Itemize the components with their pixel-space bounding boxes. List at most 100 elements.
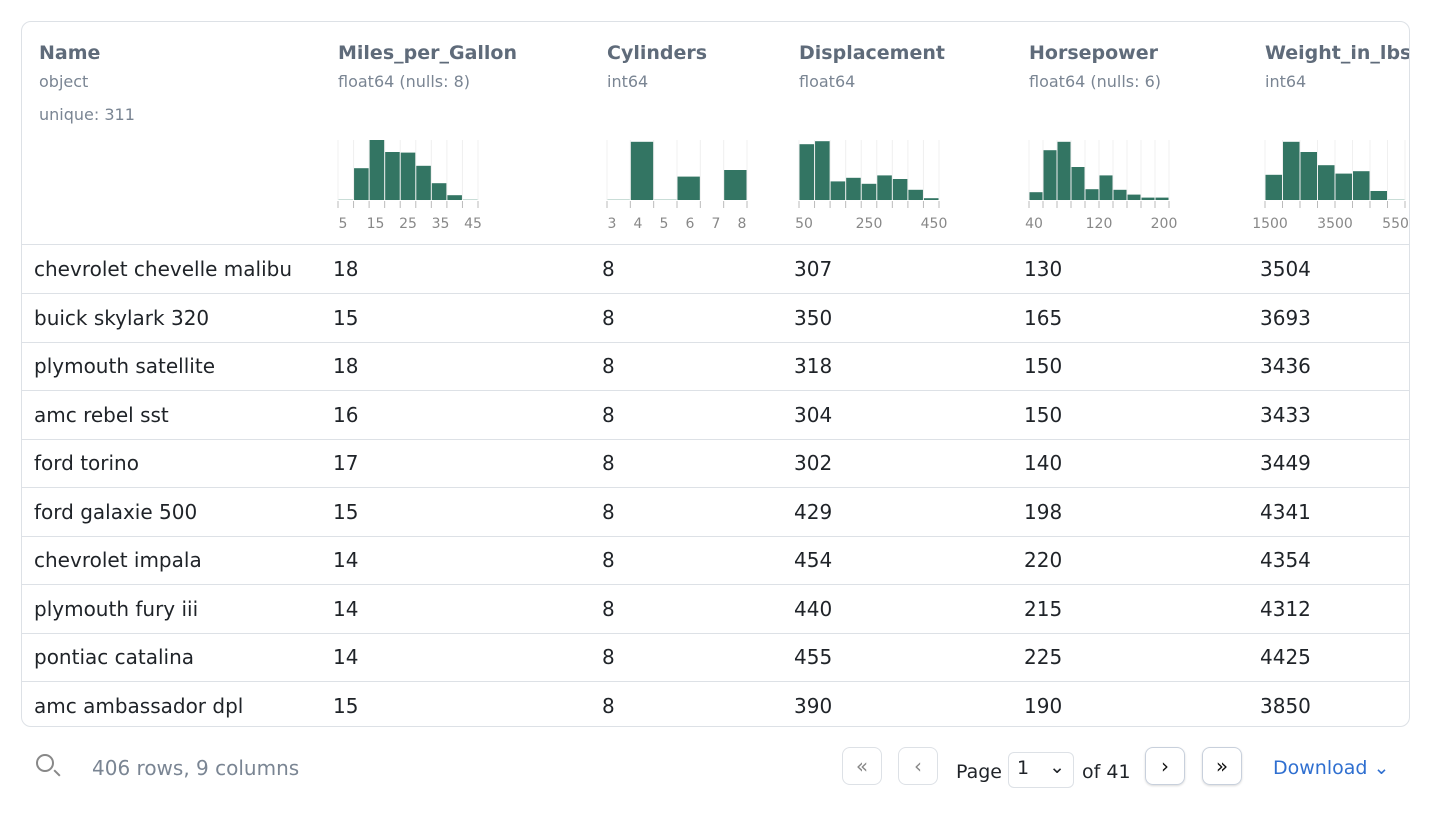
histogram-bar <box>369 140 385 200</box>
column-name: Horsepower <box>1029 42 1158 64</box>
tick-label: 5 <box>660 216 669 232</box>
table-cell: 215 <box>1024 596 1063 621</box>
tick-label: 3 <box>608 216 617 232</box>
page-label: Page <box>956 761 1002 783</box>
table-cell: 190 <box>1024 693 1063 718</box>
chevron-down-icon: ⌄ <box>1049 756 1065 778</box>
histogram-bar <box>923 198 939 200</box>
table-cell: 390 <box>794 693 833 718</box>
search-icon-handle <box>53 769 61 777</box>
table-row[interactable]: chevrolet chevelle malibu 18 8 307 130 3504 <box>22 245 1409 294</box>
tick-label: 1500 <box>1252 216 1288 232</box>
histogram-bar <box>1370 191 1387 200</box>
table-cell: 318 <box>794 354 833 378</box>
histogram: 50 250 450 <box>795 140 947 232</box>
table-cell: 3449 <box>1260 451 1311 475</box>
table-row[interactable]: amc ambassador dpl 15 8 390 190 3850 <box>22 682 1409 727</box>
table-cell: 454 <box>794 548 833 572</box>
column-dtype: float64 <box>799 72 856 91</box>
histogram-bar <box>815 141 830 200</box>
histogram-bar <box>1388 199 1405 200</box>
data-table: Name object unique: 311 Miles_per_Gallon flo… <box>21 21 1410 727</box>
histogram-bar <box>877 175 892 200</box>
table-row[interactable]: ford torino 17 8 302 140 3449 <box>22 439 1409 488</box>
column-header[interactable]: Horsepower float64 (nulls: 6) 40 120 200 <box>1025 42 1177 242</box>
next-page-button[interactable]: › <box>1145 747 1185 785</box>
tick-label: 5 <box>339 216 348 232</box>
tick-label: 15 <box>367 216 385 232</box>
table-cell: 8 <box>602 693 615 718</box>
histogram-bar <box>1057 141 1071 200</box>
table-row[interactable]: chevrolet impala 14 8 454 220 4354 <box>22 536 1409 585</box>
histogram-bar <box>431 183 447 200</box>
tick-label: 7 <box>712 216 721 232</box>
tick-label: 50 <box>795 216 813 232</box>
histogram-bar <box>1283 141 1300 200</box>
table-cell: 8 <box>602 354 615 378</box>
first-page-button[interactable]: « <box>842 747 882 785</box>
page-select[interactable]: 1 ⌄ <box>1008 752 1074 788</box>
search-icon[interactable] <box>36 754 54 772</box>
column-header[interactable]: Displacement float64 50 250 450 <box>795 42 947 242</box>
table-row[interactable]: buick skylark 320 15 8 350 165 3693 <box>22 294 1409 343</box>
histogram-bar <box>1099 175 1113 200</box>
table-cell: 302 <box>794 451 833 475</box>
histogram-bar <box>892 179 908 200</box>
histogram-bar <box>908 189 923 200</box>
histogram-bar <box>677 176 700 200</box>
histogram-bar <box>1155 197 1169 200</box>
column-dtype: object <box>39 72 89 91</box>
table-cell: 8 <box>602 596 615 621</box>
table-row[interactable]: ford galaxie 500 15 8 429 198 4341 <box>22 488 1409 537</box>
histogram-bar <box>654 199 677 200</box>
table-cell: 4425 <box>1260 645 1311 669</box>
tick-label: 3500 <box>1317 216 1353 232</box>
tick-label: 8 <box>738 216 747 232</box>
table-cell: 18 <box>333 257 359 281</box>
download-label: Download <box>1273 757 1368 779</box>
prev-page-button[interactable]: ‹ <box>898 747 938 785</box>
table-cell: 429 <box>794 499 833 524</box>
table-row[interactable]: amc rebel sst 16 8 304 150 3433 <box>22 391 1409 440</box>
column-dtype: float64 (nulls: 8) <box>338 72 471 91</box>
table-cell: ford galaxie 500 <box>34 499 198 524</box>
table-row[interactable]: plymouth fury iii 14 8 440 215 4312 <box>22 585 1409 634</box>
histogram-bar <box>447 195 462 200</box>
column-header[interactable]: Miles_per_Gallon float64 (nulls: 8) 5 15 25 3… <box>337 42 517 242</box>
table-cell: 4341 <box>1260 499 1311 524</box>
row-count: 406 rows, 9 columns <box>92 756 300 780</box>
column-header[interactable]: Name object unique: 311 <box>39 42 135 242</box>
table-cell: chevrolet impala <box>34 548 202 572</box>
last-page-button[interactable]: » <box>1202 747 1242 785</box>
histogram-bar <box>400 152 416 200</box>
table-row[interactable]: plymouth satellite 18 8 318 150 3436 <box>22 342 1409 391</box>
histogram: 1500 3500 5500 <box>1252 140 1409 232</box>
download-button[interactable]: Download ⌄ <box>1273 757 1389 779</box>
page-value: 1 <box>1017 757 1030 779</box>
histogram-bar <box>1029 192 1043 200</box>
table-cell: 4354 <box>1260 548 1311 572</box>
column-dtype: float64 (nulls: 6) <box>1029 72 1162 91</box>
histogram: 3 4 5 6 7 8 <box>606 140 748 232</box>
histogram-bar <box>1265 174 1282 200</box>
table-cell: 8 <box>602 305 615 330</box>
tick-label: 4 <box>634 216 643 232</box>
table-cell: 4312 <box>1260 596 1311 621</box>
histogram-bar <box>354 168 369 200</box>
table-row[interactable]: pontiac catalina 14 8 455 225 4425 <box>22 633 1409 682</box>
column-header[interactable]: Weight_in_lbs int64 1500 3500 5500 <box>1252 42 1409 242</box>
table-cell: 3504 <box>1260 257 1311 281</box>
histogram-bar <box>1353 171 1370 200</box>
histogram-bar <box>1141 197 1155 200</box>
tick-label: 25 <box>399 216 417 232</box>
histogram-bar <box>1300 152 1317 200</box>
histogram-bar <box>607 199 630 200</box>
tick-label: 250 <box>856 216 883 232</box>
table-cell: buick skylark 320 <box>34 305 210 330</box>
tick-label: 6 <box>686 216 695 232</box>
column-header[interactable]: Cylinders int64 3 4 5 6 7 8 <box>606 42 748 242</box>
tick-label: 45 <box>464 216 482 232</box>
table-cell: 440 <box>794 596 833 621</box>
column-name: Displacement <box>799 42 945 64</box>
table-cell: 140 <box>1024 451 1063 475</box>
